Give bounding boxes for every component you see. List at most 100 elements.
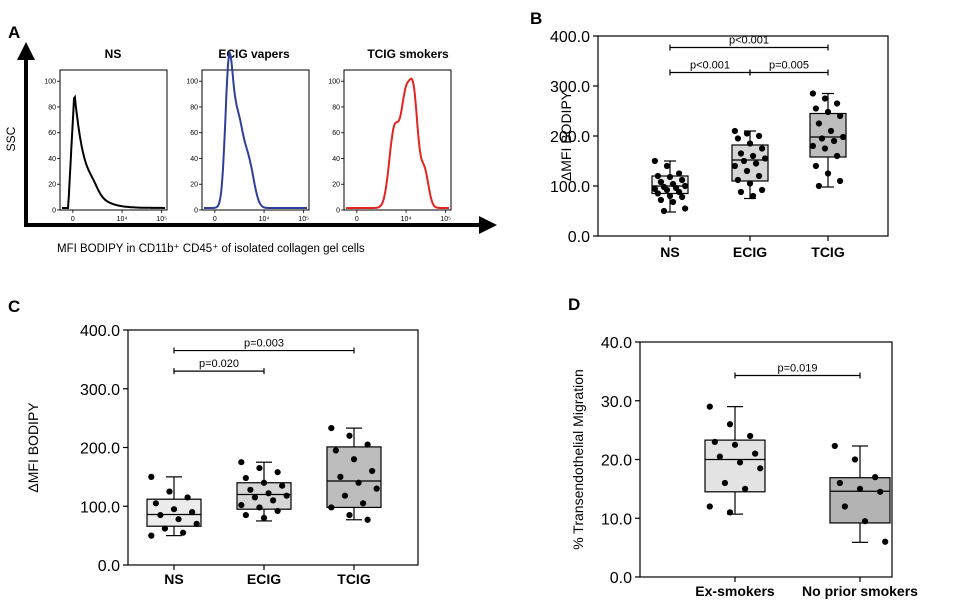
data-point (749, 152, 757, 160)
histogram-ytick-label: 0 (336, 208, 340, 215)
panel-b-boxplot: 0.0 100.0 200.0 300.0 400.0 ΔMFI BODIPY NS ECIG… (550, 29, 889, 260)
histogram-frame (201, 69, 310, 211)
histogram-2: ECIG vapers 0 20 40 60 80 100 0 10⁴ 10⁵ (186, 47, 310, 223)
p-value-label: p=0.003 (244, 338, 284, 350)
data-point (256, 464, 263, 472)
data-point (872, 474, 879, 481)
data-point (678, 193, 686, 201)
p-value-label: p<0.001 (690, 60, 730, 72)
data-point (369, 467, 376, 475)
data-point (706, 403, 713, 410)
data-point (818, 135, 826, 142)
panel-letter-b: B (530, 9, 542, 28)
data-point (758, 186, 766, 194)
histogram-curve (204, 49, 307, 209)
data-point (346, 511, 353, 519)
histogram-xtick-label: 0 (355, 216, 359, 223)
y-tick-label: 300.0 (550, 79, 590, 96)
y-tick-label: 200.0 (80, 441, 120, 458)
histogram-xtick-label: 0 (71, 216, 75, 223)
histogram-ytick-label: 20 (332, 182, 340, 189)
panel-a-x-arrowhead (479, 216, 497, 234)
data-point (260, 479, 268, 486)
box-1 (704, 406, 766, 515)
y-axis-label: % Transendothelial Migration (570, 369, 586, 550)
data-point (734, 176, 742, 184)
histogram-frame (343, 69, 452, 211)
data-point (815, 120, 823, 127)
panel-a-x-axis-label: MFI BODIPY in CD11b⁺ CD45⁺ of isolated c… (57, 243, 365, 255)
histogram-ytick-label: 100 (328, 79, 340, 86)
data-point (179, 529, 187, 536)
y-tick-label: 200.0 (550, 129, 590, 146)
data-point (752, 450, 759, 457)
y-tick-label: 10.0 (601, 511, 632, 528)
data-point (657, 196, 665, 204)
data-point (815, 182, 823, 190)
y-tick-label: 300.0 (80, 382, 120, 399)
data-point (175, 516, 182, 523)
data-point (840, 133, 847, 141)
y-tick-label: 0.0 (98, 558, 120, 575)
data-point (651, 185, 658, 193)
data-point (877, 488, 884, 495)
y-tick-label: 0.0 (568, 229, 590, 246)
histogram-ytick-label: 60 (190, 130, 198, 137)
data-point (755, 132, 763, 140)
data-point (242, 474, 249, 482)
data-point (193, 520, 200, 527)
data-point (328, 425, 335, 432)
y-tick-label: 30.0 (601, 394, 632, 411)
data-point (184, 494, 191, 501)
histogram-ytick-label: 60 (332, 130, 340, 137)
data-point (824, 170, 832, 177)
data-point (651, 157, 658, 165)
box-iqr (809, 112, 847, 158)
data-point (337, 473, 344, 480)
y-tick-label: 0.0 (610, 570, 632, 587)
data-point (762, 155, 769, 162)
data-point (657, 178, 665, 186)
data-point (675, 188, 683, 196)
data-point (812, 162, 820, 170)
data-point (706, 503, 713, 510)
data-point (746, 140, 754, 147)
category-label: ECIG (247, 571, 281, 587)
data-point (682, 205, 689, 212)
data-point (831, 442, 838, 450)
y-tick-label: 400.0 (80, 323, 120, 340)
data-point (740, 157, 748, 165)
histogram-3: TCIG smokers 0 20 40 60 80 100 0 10⁴ 10⁵ (328, 47, 452, 223)
data-point (711, 438, 718, 445)
data-point (373, 485, 380, 492)
data-point (666, 192, 674, 200)
data-point (836, 479, 843, 487)
histogram-ytick-label: 0 (194, 208, 198, 215)
data-point (830, 137, 838, 145)
data-point (682, 182, 689, 190)
y-tick-label: 20.0 (601, 453, 632, 470)
box-iqr (146, 498, 202, 527)
data-point (721, 479, 729, 487)
data-point (836, 177, 844, 185)
histogram-ytick-label: 40 (190, 156, 198, 163)
p-value-label: p=0.005 (769, 60, 809, 72)
histogram-xtick-label: 0 (213, 216, 217, 223)
data-point (279, 482, 286, 489)
data-point (737, 188, 745, 196)
data-point (148, 473, 155, 480)
histogram-xtick-label: 10⁵ (298, 216, 309, 223)
data-point (731, 441, 739, 448)
data-point (821, 145, 829, 152)
data-point (736, 459, 744, 466)
data-point (654, 190, 662, 197)
histogram-curve (346, 77, 449, 209)
histogram-1: NS 0 20 40 60 80 100 0 10⁴ 10⁵ (44, 47, 168, 223)
data-point (170, 506, 178, 513)
p-value-label: p<0.001 (729, 35, 769, 47)
histogram-title: NS (105, 47, 122, 61)
box-3 (809, 92, 847, 188)
data-point (364, 441, 371, 448)
data-point (746, 180, 754, 187)
category-label: ECIG (733, 244, 767, 260)
